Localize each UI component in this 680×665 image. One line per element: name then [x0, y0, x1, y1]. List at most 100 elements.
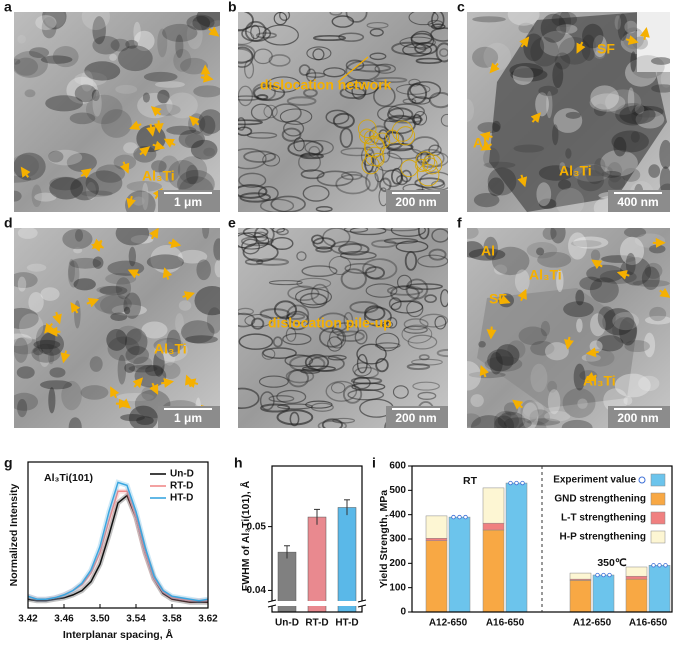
stack-segment — [569, 580, 592, 613]
x-tick-label: 3.50 — [90, 614, 110, 625]
contrast — [95, 164, 126, 183]
contrast — [530, 340, 555, 356]
arrow — [60, 350, 71, 364]
dislocation — [296, 251, 307, 262]
contrast — [607, 161, 623, 183]
contrast — [14, 57, 39, 76]
stack-segment — [482, 487, 505, 524]
network — [391, 120, 414, 142]
dislocation — [356, 343, 387, 365]
dislocation — [268, 54, 291, 67]
scale-bar-bg — [386, 190, 448, 212]
crystal — [477, 288, 637, 408]
x-tick-label: A16-650 — [629, 618, 668, 629]
contrast — [514, 269, 530, 293]
arrow — [498, 294, 511, 305]
annotation: RT — [463, 475, 478, 487]
dislocation — [343, 311, 354, 329]
legend-label: L-T strengthening — [561, 513, 646, 524]
contrast — [593, 103, 607, 117]
contrast — [133, 145, 157, 163]
contrast — [178, 300, 192, 311]
contrast — [468, 248, 506, 261]
dislocation — [298, 152, 321, 173]
contrast — [577, 169, 605, 192]
contrast — [536, 247, 545, 256]
panel-letter: h — [234, 455, 243, 471]
contrast — [184, 133, 204, 148]
contrast — [96, 285, 123, 294]
arrow — [153, 120, 164, 134]
arrow — [512, 399, 524, 410]
dislocation — [344, 262, 377, 274]
contrast — [605, 89, 642, 115]
dislocation — [362, 258, 398, 280]
contrast — [45, 95, 84, 112]
y-tick-label: 0 — [400, 607, 406, 618]
dislocation — [391, 167, 403, 185]
stack-segment — [625, 566, 648, 577]
contrast — [553, 108, 583, 133]
dislocation — [243, 150, 277, 163]
contrast — [510, 67, 548, 82]
scale-bar-bg — [158, 190, 220, 212]
contrast — [492, 120, 501, 133]
contrast — [80, 70, 94, 92]
contrast — [115, 84, 138, 94]
dislocation — [238, 85, 253, 107]
network — [359, 128, 375, 144]
contrast — [512, 65, 534, 86]
contrast — [597, 306, 616, 331]
contrast — [31, 184, 42, 208]
contrast — [158, 155, 181, 183]
arrow — [517, 174, 528, 188]
dislocation — [419, 313, 448, 328]
contrast — [565, 148, 572, 159]
contrast — [660, 70, 670, 88]
contrast — [206, 307, 220, 334]
dislocation — [331, 322, 360, 337]
contrast — [14, 333, 33, 346]
contrast — [14, 58, 21, 65]
stack-segment — [625, 575, 648, 580]
y-axis-label: FWHM of Al₃Ti(101), Å — [239, 480, 252, 591]
contrast — [550, 228, 566, 244]
contrast — [503, 417, 532, 428]
micrograph-panel: dislocation network 200 nm b — [228, 0, 448, 212]
contrast — [33, 347, 44, 356]
arrow — [149, 228, 159, 240]
dislocation — [238, 232, 270, 250]
dislocation — [287, 285, 320, 301]
contrast — [130, 235, 154, 244]
scale-bar-label: 1 μm — [174, 195, 202, 209]
arrow — [584, 372, 597, 382]
contrast — [106, 329, 128, 351]
dislocation — [315, 246, 333, 253]
arrow — [162, 267, 173, 280]
dislocation — [369, 28, 384, 37]
contrast — [133, 30, 155, 51]
dislocation — [330, 240, 363, 255]
contrast — [530, 36, 559, 67]
contrast — [527, 418, 561, 426]
y-axis-label: Normalized Intensity — [8, 484, 20, 587]
dislocation — [259, 198, 295, 212]
dislocation — [439, 48, 448, 58]
contrast — [125, 39, 138, 49]
contrast — [133, 356, 153, 370]
contrast — [627, 87, 635, 112]
dislocation — [272, 336, 283, 348]
arrow — [163, 138, 176, 148]
contrast — [483, 161, 516, 169]
arrow — [80, 168, 92, 179]
dislocation — [402, 98, 417, 105]
contrast — [185, 164, 199, 185]
contrast — [558, 12, 572, 34]
dislocation — [317, 312, 350, 334]
arrow — [91, 238, 103, 249]
contrast — [109, 53, 117, 61]
dislocation — [311, 234, 324, 245]
dislocation — [354, 63, 392, 73]
dislocation — [409, 81, 442, 100]
x-tick-label: 3.42 — [18, 614, 38, 625]
